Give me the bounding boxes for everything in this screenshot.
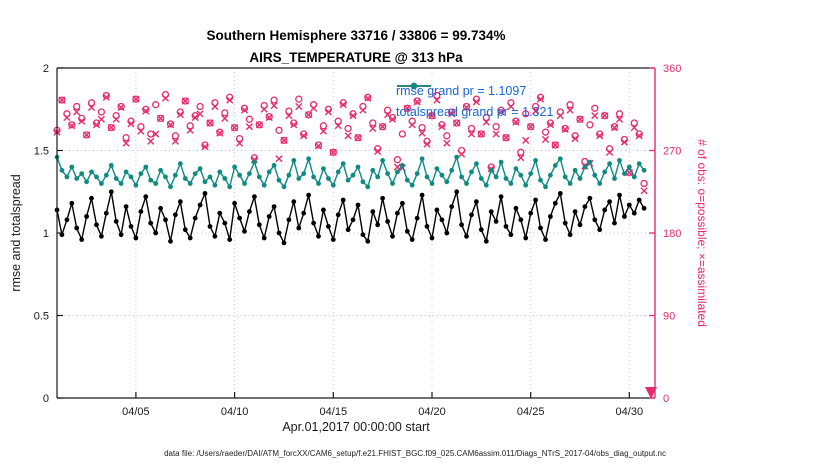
left-tick-labels: 0 0.5 1 1.5 2 bbox=[34, 63, 49, 405]
left-axis-label: rmse and totalspread bbox=[9, 174, 23, 292]
right-axis-label: # of obs: o=possible; ×=assimilated bbox=[695, 139, 709, 327]
svg-text:90: 90 bbox=[663, 311, 675, 323]
figure-title-line2: AIRS_TEMPERATURE @ 313 hPa bbox=[249, 50, 463, 65]
offscale-arrow-icon bbox=[645, 387, 657, 399]
legend-item-totalspread: totalspread grand pr = 1.321 bbox=[396, 82, 554, 122]
right-tick-labels: 0 90 180 270 360 bbox=[663, 63, 681, 405]
x-axis-label: Apr.01,2017 00:00:00 start bbox=[282, 420, 430, 434]
x-tick-labels: 04/05 04/10 04/15 04/20 04/25 04/30 bbox=[122, 406, 643, 418]
svg-text:2: 2 bbox=[43, 63, 49, 75]
svg-text:1: 1 bbox=[43, 228, 49, 240]
totalspread-line bbox=[54, 154, 647, 190]
data-file-caption: data file: /Users/raeder/DAI/ATM_forcXX/… bbox=[164, 449, 666, 458]
svg-text:180: 180 bbox=[663, 228, 681, 240]
svg-text:04/15: 04/15 bbox=[320, 406, 348, 418]
legend: rmse grand pr = 1.1097 totalspread grand… bbox=[396, 80, 553, 122]
totalspread-line-sample-icon bbox=[397, 82, 431, 90]
legend-label-totalspread: totalspread grand pr = 1.321 bbox=[396, 104, 554, 119]
svg-text:04/10: 04/10 bbox=[221, 406, 249, 418]
svg-text:0.5: 0.5 bbox=[34, 311, 49, 323]
svg-text:360: 360 bbox=[663, 63, 681, 75]
legend-label-rmse: rmse grand pr = 1.1097 bbox=[396, 83, 527, 98]
svg-text:04/30: 04/30 bbox=[616, 406, 644, 418]
right-axis-ticks bbox=[649, 67, 655, 399]
svg-text:0: 0 bbox=[663, 393, 669, 405]
svg-text:04/05: 04/05 bbox=[122, 406, 150, 418]
axis-ticks bbox=[57, 67, 630, 399]
rmse-line bbox=[54, 189, 647, 246]
svg-text:1.5: 1.5 bbox=[34, 146, 49, 158]
svg-text:0: 0 bbox=[43, 393, 49, 405]
figure-title-line1: Southern Hemisphere 33716 / 33806 = 99.7… bbox=[206, 28, 506, 43]
svg-text:04/20: 04/20 bbox=[418, 406, 446, 418]
grid-lines bbox=[57, 68, 655, 398]
obs-assimilated-markers bbox=[53, 93, 648, 195]
svg-text:270: 270 bbox=[663, 146, 681, 158]
svg-text:04/25: 04/25 bbox=[517, 406, 545, 418]
